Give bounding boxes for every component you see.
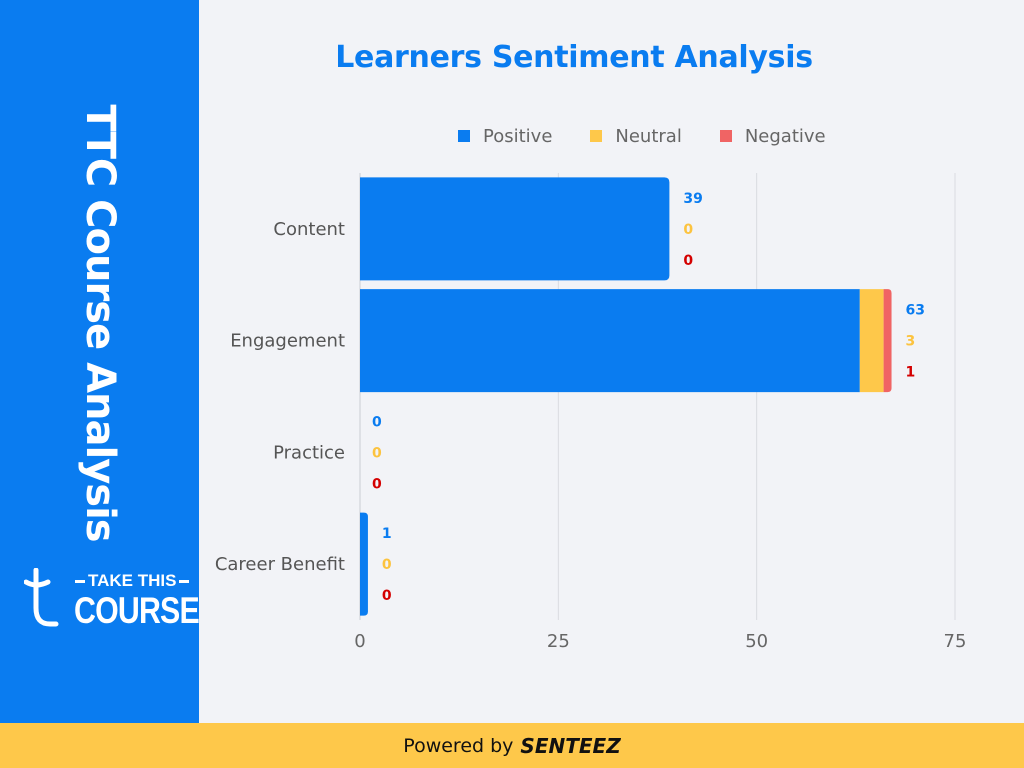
footer-prefix: Powered by bbox=[403, 734, 514, 757]
legend-label-positive: Positive bbox=[483, 125, 553, 147]
sidebar: TTC Course Analysis TAKE THIS COURSE bbox=[0, 0, 200, 723]
category-label-content: Content bbox=[273, 219, 345, 240]
value-label-engagement-neutral: 3 bbox=[906, 334, 916, 350]
bar-engagement-positive bbox=[360, 289, 860, 393]
value-label-career-benefit-negative: 0 bbox=[382, 588, 392, 604]
value-label-engagement-negative: 1 bbox=[906, 365, 916, 381]
logo-text-top: TAKE THIS bbox=[72, 571, 192, 591]
bar-engagement-negative bbox=[883, 289, 892, 393]
sentiment-bar-chart: 0 25 50 75 Content 39 0 0 Engagement 63 3 1 Practice… bbox=[215, 173, 967, 652]
logo-text-bottom: COURSE bbox=[74, 590, 200, 631]
legend-swatch-positive bbox=[458, 130, 470, 142]
value-label-content-positive: 39 bbox=[683, 191, 702, 207]
legend-label-negative: Negative bbox=[744, 125, 826, 147]
x-tick-label-0: 0 bbox=[354, 631, 365, 652]
bar-engagement-neutral bbox=[859, 289, 884, 393]
value-label-practice-positive: 0 bbox=[372, 414, 382, 430]
x-tick-label-25: 25 bbox=[547, 631, 570, 652]
category-label-practice: Practice bbox=[273, 442, 345, 463]
take-this-course-logo: TAKE THIS COURSE bbox=[24, 566, 200, 632]
value-label-engagement-positive: 63 bbox=[906, 303, 925, 319]
legend-swatch-negative bbox=[719, 130, 732, 142]
footer: Powered by SENTEEZ bbox=[0, 723, 1024, 768]
footer-brand: SENTEEZ bbox=[520, 733, 621, 758]
value-label-career-benefit-positive: 1 bbox=[382, 526, 392, 542]
value-label-content-negative: 0 bbox=[683, 253, 693, 269]
value-label-career-benefit-neutral: 0 bbox=[382, 557, 392, 573]
legend-swatch-neutral bbox=[590, 130, 603, 142]
category-label-engagement: Engagement bbox=[230, 331, 345, 352]
value-label-practice-neutral: 0 bbox=[372, 445, 382, 461]
value-label-practice-negative: 0 bbox=[372, 476, 382, 492]
legend-label-neutral: Neutral bbox=[615, 125, 682, 147]
x-tick-label-50: 50 bbox=[745, 631, 768, 652]
t-logo-icon bbox=[24, 568, 59, 627]
legend-item-neutral: Neutral bbox=[590, 125, 682, 147]
value-label-content-neutral: 0 bbox=[683, 222, 693, 238]
chart-title: Learners Sentiment Analysis bbox=[335, 40, 813, 75]
chart-legend: Positive Neutral Negative bbox=[458, 124, 864, 148]
category-label-career-benefit: Career Benefit bbox=[215, 554, 345, 575]
bar-content-positive bbox=[360, 177, 670, 281]
legend-item-negative: Negative bbox=[719, 125, 826, 147]
legend-item-positive: Positive bbox=[458, 126, 552, 147]
x-tick-label-75: 75 bbox=[944, 631, 967, 652]
bar-career-benefit-positive bbox=[360, 512, 368, 616]
